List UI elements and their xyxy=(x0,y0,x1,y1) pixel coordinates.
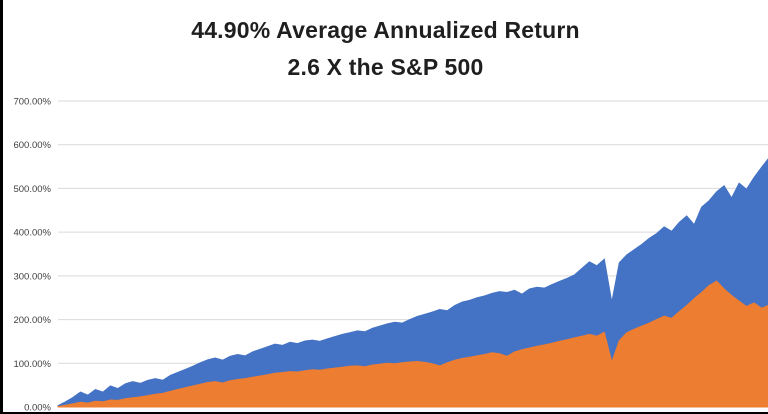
y-axis-tick-label: 600.00% xyxy=(13,140,51,151)
chart-title-line2: 2.6 X the S&P 500 xyxy=(287,54,484,80)
y-axis-tick-label: 0.00% xyxy=(24,403,51,414)
y-axis-tick-label: 100.00% xyxy=(13,359,51,370)
y-axis-tick-label: 700.00% xyxy=(13,97,51,108)
chart-title-line1: 44.90% Average Annualized Return xyxy=(191,17,580,43)
chart-title: 44.90% Average Annualized Return 2.6 X t… xyxy=(3,12,768,86)
sp500-orange-area xyxy=(57,280,768,408)
y-axis-tick-label: 200.00% xyxy=(13,315,51,326)
area-chart-plot: 0.00% 100.00% 200.00% 300.00% 400.00% 500.00%… xyxy=(13,97,768,414)
y-axis-tick-label: 300.00% xyxy=(13,271,51,282)
y-axis-tick-label: 400.00% xyxy=(13,228,51,239)
y-axis-tick-label: 500.00% xyxy=(13,184,51,195)
